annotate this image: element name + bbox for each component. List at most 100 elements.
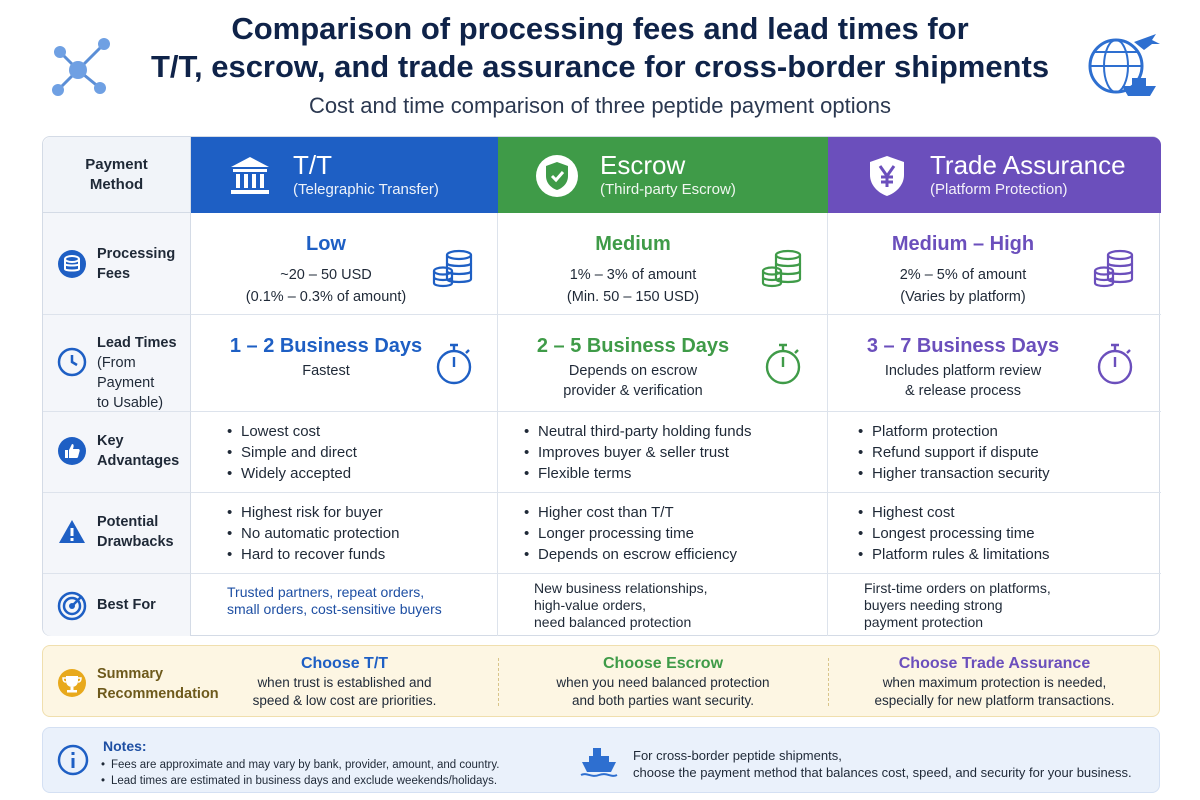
title-line-2: T/T, escrow, and trade assurance for cro…	[150, 49, 1050, 84]
globe-plane-ship-icon	[1088, 34, 1160, 96]
cell-drawbacks-escrow: Higher cost than T/T Longer processing t…	[498, 493, 828, 574]
list-item: Highest risk for buyer	[227, 502, 399, 523]
lead-tt-days: 1 – 2 Business Days	[229, 335, 423, 357]
lead-ta-days: 3 – 7 Business Days	[866, 335, 1060, 357]
summary-ta-line2: especially for new platform transactions…	[874, 693, 1115, 708]
list-item: Higher cost than T/T	[524, 502, 737, 523]
lead-escrow-line1: Depends on escrow	[568, 363, 698, 379]
advantages-ta-list: Platform protection Refund support if di…	[858, 421, 1050, 484]
list-item: Improves buyer & seller trust	[524, 442, 751, 463]
list-item: Higher transaction security	[858, 463, 1050, 484]
row-label-advantages: Key Advantages	[43, 412, 191, 493]
clock-icon	[57, 347, 87, 377]
drawbacks-label-1: Potential	[97, 514, 159, 530]
page-title: Comparison of processing fees and lead t…	[150, 10, 1050, 86]
best-ta-line-2: buyers needing strong	[864, 597, 1003, 613]
target-icon	[57, 591, 87, 621]
lead-label-2: (From Payment	[97, 355, 155, 391]
summary-escrow: Choose Escrow when you need balanced pro…	[498, 654, 828, 710]
list-item: Refund support if dispute	[858, 442, 1050, 463]
fees-tt-level: Low	[306, 233, 346, 255]
best-escrow-line-1: New business relationships,	[534, 580, 708, 596]
column-header-trade-assurance: Trade Assurance (Platform Protection)	[828, 137, 1161, 213]
trade-assurance-title: Trade Assurance	[930, 150, 1126, 180]
thumbs-up-icon	[58, 437, 86, 465]
tip-line-2: choose the payment method that balances …	[633, 765, 1132, 780]
lead-ta-line1: Includes platform review	[884, 363, 1042, 379]
advantages-label-2: Advantages	[97, 453, 180, 469]
yen-shield-icon	[870, 156, 904, 196]
list-item: No automatic protection	[227, 523, 399, 544]
stopwatch-icon	[1097, 343, 1133, 385]
row-label-best-for: Best For	[43, 574, 191, 636]
lead-tt-line1: Fastest	[302, 363, 350, 379]
summary-tt-line1: when trust is established and	[257, 675, 432, 690]
summary-trade-assurance: Choose Trade Assurance when maximum prot…	[828, 654, 1161, 710]
payment-method-label: Payment Method	[85, 155, 148, 193]
list-item: Widely accepted	[227, 463, 357, 484]
column-header-escrow: Escrow (Third-party Escrow)	[498, 137, 828, 213]
stopwatch-icon	[436, 343, 472, 385]
fees-tt-line1: ~20 – 50 USD	[280, 267, 372, 283]
list-item: Platform protection	[858, 421, 1050, 442]
stopwatch-icon	[765, 343, 801, 385]
best-escrow-text: New business relationships, high-value o…	[534, 580, 708, 631]
summary-tt-title: Choose T/T	[300, 655, 389, 672]
drawbacks-label-2: Drawbacks	[97, 534, 174, 550]
notes-box: Notes: Fees are approximate and may vary…	[42, 727, 1160, 793]
coins-icon	[58, 250, 86, 278]
summary-escrow-line2: and both parties want security.	[571, 693, 755, 708]
advantages-escrow-list: Neutral third-party holding funds Improv…	[524, 421, 751, 484]
cell-advantages-tt: Lowest cost Simple and direct Widely acc…	[191, 412, 498, 493]
fees-label-1: Processing	[97, 246, 176, 262]
summary-ta-line1: when maximum protection is needed,	[882, 675, 1107, 690]
lead-label-3: to Usable)	[97, 395, 164, 411]
fees-escrow-level: Medium	[595, 233, 671, 255]
advantages-tt-list: Lowest cost Simple and direct Widely acc…	[227, 421, 357, 484]
summary-tt-line2: speed & low cost are priorities.	[252, 693, 437, 708]
best-tt-line-2: small orders, cost-sensitive buyers	[227, 601, 442, 617]
row-label-drawbacks: Potential Drawbacks	[43, 493, 191, 574]
fees-escrow-line1: 1% – 3% of amount	[569, 267, 697, 283]
list-item: Neutral third-party holding funds	[524, 421, 751, 442]
best-ta-line-3: payment protection	[864, 614, 984, 630]
best-tt-line-1: Trusted partners, repeat orders,	[227, 584, 425, 600]
summary-escrow-line1: when you need balanced protection	[556, 675, 770, 690]
fees-ta-line1: 2% – 5% of amount	[899, 267, 1027, 283]
summary-recommendation: Summary Recommendation Choose T/T when t…	[42, 645, 1160, 717]
escrow-subtitle: (Third-party Escrow)	[600, 181, 736, 198]
title-line-1: Comparison of processing fees and lead t…	[231, 11, 969, 46]
list-item: Lowest cost	[227, 421, 357, 442]
cell-advantages-escrow: Neutral third-party holding funds Improv…	[498, 412, 828, 493]
best-ta-text: First-time orders on platforms, buyers n…	[864, 580, 1051, 631]
page-subtitle: Cost and time comparison of three peptid…	[308, 93, 892, 118]
fees-ta-level: Medium – High	[891, 233, 1035, 255]
header-label-cell: Payment Method	[43, 137, 191, 213]
cell-best-escrow: New business relationships, high-value o…	[498, 574, 828, 636]
summary-escrow-title: Choose Escrow	[602, 655, 724, 672]
shipment-tip: For cross-border peptide shipments, choo…	[633, 747, 1132, 781]
coin-stack-icon	[432, 249, 473, 288]
network-nodes-icon	[52, 38, 110, 96]
lead-ta-line2: & release process	[904, 383, 1022, 399]
cell-lead-tt: 1 – 2 Business Days Fastest	[191, 315, 498, 412]
coin-stack-icon	[761, 249, 802, 288]
advantages-label-1: Key	[97, 433, 124, 449]
summary-divider	[828, 658, 829, 706]
list-item: Depends on escrow efficiency	[524, 544, 737, 565]
info-icon	[57, 744, 89, 776]
trophy-icon	[58, 669, 86, 697]
summary-divider	[498, 658, 499, 706]
list-item: Flexible terms	[524, 463, 751, 484]
lead-escrow-days: 2 – 5 Business Days	[536, 335, 730, 357]
coin-stack-icon	[1093, 249, 1134, 288]
cell-drawbacks-trade-assurance: Highest cost Longest processing time Pla…	[828, 493, 1161, 574]
column-header-tt: T/T (Telegraphic Transfer)	[191, 137, 498, 213]
cell-lead-trade-assurance: 3 – 7 Business Days Includes platform re…	[828, 315, 1161, 412]
best-label: Best For	[97, 597, 156, 613]
drawbacks-escrow-list: Higher cost than T/T Longer processing t…	[524, 502, 737, 565]
cell-advantages-trade-assurance: Platform protection Refund support if di…	[828, 412, 1161, 493]
list-item: Longer processing time	[524, 523, 737, 544]
summary-label-1: Summary	[97, 666, 164, 682]
list-item: Lead times are estimated in business day…	[101, 773, 499, 789]
